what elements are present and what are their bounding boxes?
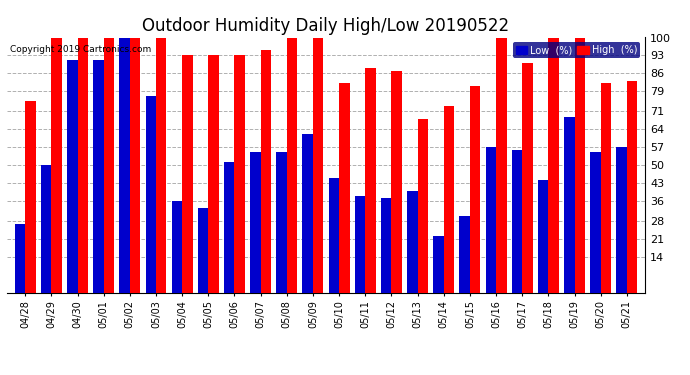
Bar	[512, 150, 522, 292]
Bar	[41, 165, 51, 292]
Bar	[198, 209, 208, 292]
Bar	[417, 119, 428, 292]
Bar	[156, 38, 166, 292]
Bar	[14, 224, 26, 292]
Bar	[119, 38, 130, 292]
Bar	[172, 201, 182, 292]
Bar	[407, 190, 417, 292]
Bar	[182, 56, 193, 292]
Bar	[575, 38, 585, 292]
Bar	[51, 38, 62, 292]
Bar	[302, 134, 313, 292]
Bar	[261, 50, 271, 292]
Bar	[339, 83, 350, 292]
Bar	[590, 152, 601, 292]
Bar	[235, 56, 245, 292]
Bar	[287, 38, 297, 292]
Bar	[460, 216, 470, 292]
Bar	[391, 70, 402, 292]
Bar	[224, 162, 235, 292]
Bar	[328, 178, 339, 292]
Bar	[486, 147, 496, 292]
Bar	[355, 196, 365, 292]
Bar	[601, 83, 611, 292]
Bar	[549, 38, 559, 292]
Bar	[470, 86, 480, 292]
Bar	[522, 63, 533, 292]
Bar	[444, 106, 454, 292]
Bar	[381, 198, 391, 292]
Bar	[564, 117, 575, 292]
Bar	[496, 38, 506, 292]
Bar	[67, 60, 77, 292]
Bar	[77, 38, 88, 292]
Bar	[313, 38, 324, 292]
Title: Outdoor Humidity Daily High/Low 20190522: Outdoor Humidity Daily High/Low 20190522	[142, 16, 510, 34]
Bar	[130, 38, 140, 292]
Bar	[104, 38, 114, 292]
Text: Copyright 2019 Cartronics.com: Copyright 2019 Cartronics.com	[10, 45, 151, 54]
Bar	[365, 68, 376, 292]
Bar	[146, 96, 156, 292]
Bar	[433, 236, 444, 292]
Bar	[616, 147, 627, 292]
Legend: Low  (%), High  (%): Low (%), High (%)	[513, 42, 640, 58]
Bar	[26, 101, 36, 292]
Bar	[276, 152, 287, 292]
Bar	[538, 180, 549, 292]
Bar	[250, 152, 261, 292]
Bar	[627, 81, 638, 292]
Bar	[208, 56, 219, 292]
Bar	[93, 60, 104, 292]
